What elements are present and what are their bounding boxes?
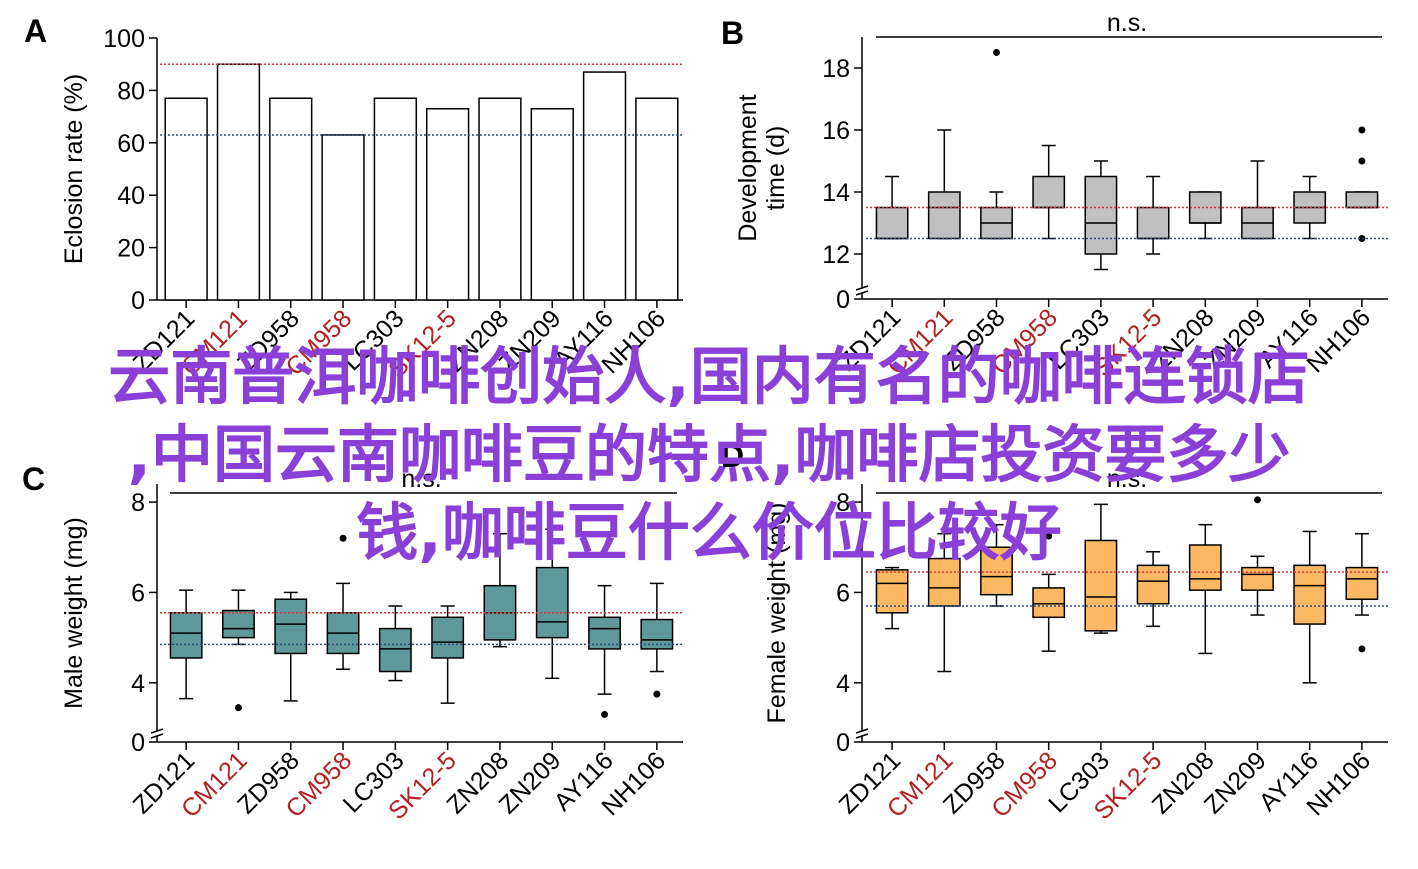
axis-break: [855, 285, 869, 291]
box: [1241, 566, 1274, 591]
y-tick-label: 8: [836, 489, 850, 517]
box: [1345, 191, 1379, 209]
y-tick-label: 4: [836, 670, 850, 698]
outlier: [1045, 532, 1053, 540]
box: [431, 616, 465, 659]
axis-break-gap: [859, 288, 865, 293]
bar: [373, 97, 418, 301]
axis-break: [855, 290, 869, 296]
y-tick-label: 6: [131, 579, 145, 607]
y-tick-label: 12: [822, 241, 850, 269]
bar: [269, 97, 313, 301]
box: [169, 612, 203, 659]
y-tick-label: 14: [822, 179, 850, 207]
y-tick-label: 0: [131, 729, 145, 757]
annotation: n.s.: [1107, 9, 1147, 37]
bar: [478, 97, 522, 301]
overlay-line: 云南普洱咖啡创始人,国内有名的咖啡连锁店: [108, 340, 1310, 413]
outlier: [1254, 496, 1261, 504]
overlay-line: 钱,咖啡豆什么价位比较好: [356, 496, 1062, 569]
y-tick-label: 0: [836, 729, 850, 757]
y-axis-label: Male weight (mg): [60, 517, 88, 709]
y-tick-label: 16: [822, 117, 850, 145]
overlay-line: ,中国云南咖啡豆的特点,咖啡店投资要多少: [127, 418, 1291, 491]
outlier: [339, 534, 347, 542]
box: [1084, 539, 1118, 632]
y-tick-label: 100: [103, 25, 145, 53]
bar: [425, 107, 470, 301]
axis-break-gap: [859, 731, 865, 736]
overlay-text: 云南普洱咖啡创始人,国内有名的咖啡连锁店 ,中国云南咖啡豆的特点,咖啡店投资要多…: [0, 338, 1418, 572]
outlier: [1358, 126, 1366, 134]
box: [1293, 564, 1327, 625]
outlier: [601, 710, 609, 718]
bar: [216, 63, 261, 301]
y-axis-label: time (d): [762, 126, 790, 211]
bar: [635, 97, 679, 301]
box: [927, 557, 961, 607]
box: [875, 206, 909, 240]
axis-break: [150, 733, 164, 739]
outlier: [1358, 645, 1366, 653]
box: [1136, 206, 1170, 240]
outlier: [1358, 235, 1366, 242]
box: [1032, 175, 1066, 209]
panel-label: D: [721, 438, 744, 474]
bar: [582, 71, 627, 301]
y-tick-label: 0: [836, 286, 850, 314]
panel-label: A: [24, 13, 47, 49]
outlier: [653, 690, 661, 698]
y-tick-label: 18: [822, 55, 850, 83]
box: [1032, 587, 1066, 619]
y-tick-label: 4: [131, 670, 145, 698]
box: [588, 616, 621, 650]
box: [980, 546, 1013, 596]
y-axis-label: Female weight (mg): [763, 503, 791, 724]
box: [378, 627, 412, 673]
outlier: [234, 704, 242, 712]
y-tick-label: 20: [117, 235, 145, 263]
outlier: [1358, 157, 1366, 165]
y-tick-label: 40: [117, 182, 145, 210]
axis-break: [855, 733, 869, 739]
y-tick-label: 0: [131, 287, 145, 315]
y-axis-label: Eclosion rate (%): [60, 74, 88, 264]
annotation: n.s.: [1107, 465, 1147, 493]
panel-label: C: [22, 461, 45, 497]
bar: [321, 134, 365, 301]
box: [274, 598, 308, 655]
y-tick-label: 80: [117, 77, 145, 105]
y-tick-label: 60: [117, 130, 145, 158]
box: [222, 609, 255, 639]
annotation: n.s.: [401, 465, 441, 493]
bar: [164, 97, 208, 301]
axis-break: [855, 728, 869, 734]
box: [927, 191, 961, 240]
axis-break-gap: [154, 731, 160, 736]
y-tick-label: 6: [836, 579, 850, 607]
outlier: [993, 49, 1000, 56]
y-axis-label: Development: [734, 94, 762, 241]
panel-label: B: [721, 15, 744, 51]
box: [1345, 566, 1379, 600]
y-tick-label: 8: [131, 489, 145, 517]
box: [1084, 175, 1118, 255]
bar: [530, 107, 574, 301]
box: [535, 566, 569, 639]
axis-break: [150, 728, 164, 734]
box: [1188, 544, 1222, 591]
